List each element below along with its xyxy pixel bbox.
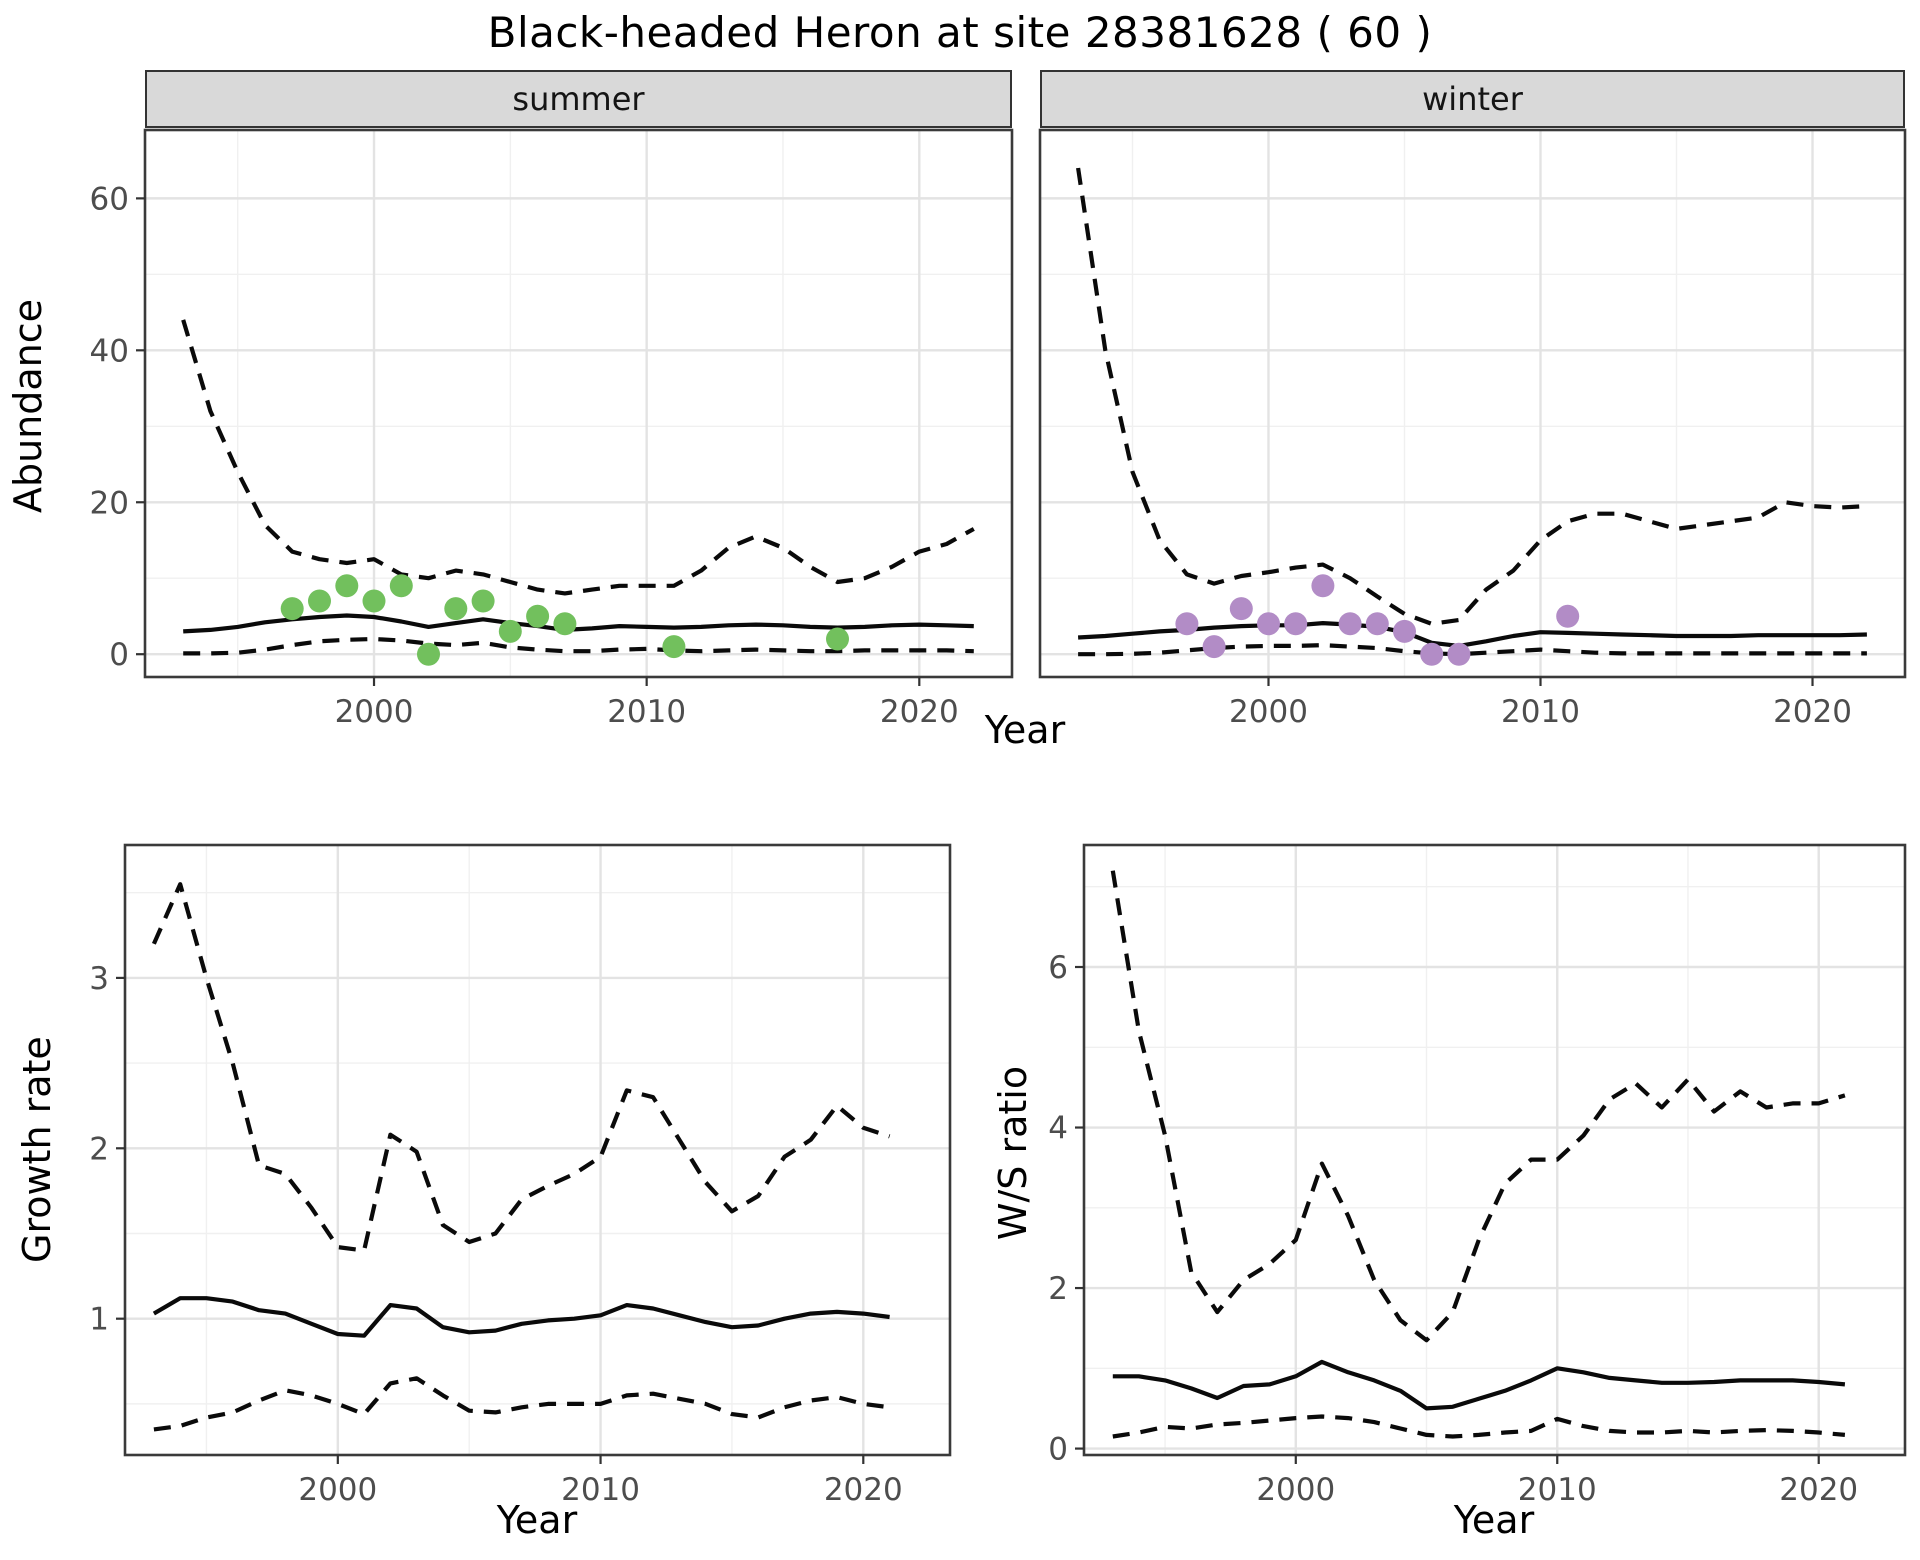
ws-ci-line (1110, 870, 1846, 1343)
facet-label-summer: summer (512, 80, 645, 118)
ws-x-axis: 2000 2010 2020 (1256, 1455, 1858, 1508)
winter-x-tick-label: 2010 (1501, 694, 1580, 730)
winter-panel-border (1038, 128, 1907, 679)
summer-y-tick-label: 60 (90, 181, 129, 217)
facet-strip-winter: winter (1040, 70, 1905, 128)
summer-observation-point (553, 612, 577, 636)
summer-y-tick-label: 0 (109, 637, 129, 673)
summer-observation-point (417, 642, 440, 666)
winter-panel: 2000 2010 2020 (1038, 128, 1907, 730)
winter-observation-point (1365, 612, 1389, 636)
summer-gridlines (145, 130, 1012, 677)
growth-y-tick-label: 1 (89, 1302, 109, 1338)
growth-ci-line (151, 882, 891, 1253)
winter-observation-point (1257, 612, 1280, 636)
ws-ci-line (1112, 1414, 1846, 1439)
summer-median-line (183, 613, 974, 634)
ws-y-tick-label: 2 (1048, 1271, 1068, 1307)
winter-ci-line (1076, 167, 1868, 626)
summer-x-axis: 2000 2010 2020 (335, 677, 959, 730)
winter-observation-point (1284, 612, 1308, 636)
summer-y-tick-label: 20 (90, 485, 129, 521)
growth-x-tick-label: 2000 (298, 1472, 377, 1508)
winter-observation-point (1447, 642, 1471, 666)
ws-y-axis: 0 2 4 6 (1048, 950, 1084, 1468)
winter-observation-point (1202, 635, 1226, 659)
winter-observation-point (1420, 642, 1444, 666)
winter-x-tick-label: 2020 (1773, 694, 1852, 730)
growth-median-line (152, 1296, 890, 1338)
summer-panel: 2000 2010 2020 0 20 40 60 (90, 128, 1014, 730)
facet-strip-summer: summer (145, 70, 1012, 128)
ws-panel: 2000 2010 2020 0 2 4 6 (1048, 843, 1907, 1508)
y-axis-title-ws-ratio: W/S ratio (991, 1065, 1035, 1241)
y-axis-title-growth-rate: Growth rate (15, 1036, 59, 1263)
y-axis-title-abundance: Abundance (6, 298, 50, 514)
growth-y-tick-label: 3 (89, 961, 109, 997)
summer-observation-point (826, 627, 849, 651)
ws-gridlines (1084, 845, 1905, 1455)
summer-observation-point (280, 597, 304, 621)
summer-panel-border (143, 128, 1014, 679)
summer-ci-line (183, 636, 974, 656)
summer-x-tick-label: 2020 (880, 694, 959, 730)
winter-observation-point (1175, 612, 1199, 636)
growth-x-tick-label: 2020 (824, 1472, 903, 1508)
summer-observation-point (362, 589, 386, 613)
growth-y-axis: 1 2 3 (89, 961, 125, 1338)
ws-x-tick-label: 2000 (1256, 1472, 1335, 1508)
facet-label-winter: winter (1422, 80, 1523, 118)
summer-observation-point (389, 574, 413, 598)
growth-gridlines (125, 845, 950, 1455)
ws-y-tick-label: 6 (1048, 950, 1068, 986)
winter-median-line (1077, 620, 1867, 649)
x-axis-title-ws: Year (1453, 1498, 1535, 1542)
winter-gridlines (1040, 130, 1905, 677)
summer-x-tick-label: 2010 (607, 694, 686, 730)
winter-observation-point (1393, 619, 1416, 643)
winter-observation-point (1556, 604, 1580, 628)
winter-data-layer (1076, 167, 1868, 666)
summer-y-axis: 0 20 40 60 (90, 181, 145, 673)
ws-data-layer (1110, 870, 1846, 1439)
growth-panel-border (123, 843, 952, 1457)
summer-observation-point (335, 574, 359, 598)
summer-observation-point (662, 635, 686, 659)
summer-observation-point (498, 619, 522, 643)
growth-x-tick-label: 2010 (561, 1472, 640, 1508)
winter-observation-point (1311, 574, 1335, 598)
summer-ci-line (181, 319, 975, 596)
summer-observation-point (471, 589, 495, 613)
summer-x-tick-label: 2000 (335, 694, 414, 730)
chart-title: Black-headed Heron at site 28381628 ( 60… (487, 8, 1433, 57)
ws-y-tick-label: 0 (1048, 1432, 1068, 1468)
growth-y-tick-label: 2 (89, 1131, 109, 1167)
x-axis-title-top: Year (984, 708, 1066, 752)
growth-panel: 2000 2010 2020 1 2 3 (89, 843, 952, 1508)
winter-observation-point (1338, 612, 1362, 636)
winter-observation-point (1229, 597, 1253, 621)
growth-ci-line (153, 1376, 890, 1432)
ws-panel-border (1082, 843, 1907, 1457)
summer-y-tick-label: 40 (90, 333, 129, 369)
ws-x-tick-label: 2010 (1518, 1472, 1597, 1508)
winter-x-tick-label: 2000 (1229, 694, 1308, 730)
ws-median-line (1112, 1359, 1846, 1411)
ws-x-tick-label: 2020 (1779, 1472, 1858, 1508)
ws-y-tick-label: 4 (1048, 1111, 1068, 1147)
summer-observation-point (526, 604, 550, 628)
winter-x-axis: 2000 2010 2020 (1229, 677, 1852, 730)
summer-observation-point (308, 589, 331, 613)
summer-observation-point (444, 597, 468, 621)
summer-data-layer (181, 319, 975, 666)
growth-x-axis: 2000 2010 2020 (298, 1455, 903, 1508)
winter-ci-line (1078, 642, 1867, 657)
x-axis-title-growth: Year (496, 1498, 578, 1542)
growth-data-layer (151, 882, 891, 1432)
